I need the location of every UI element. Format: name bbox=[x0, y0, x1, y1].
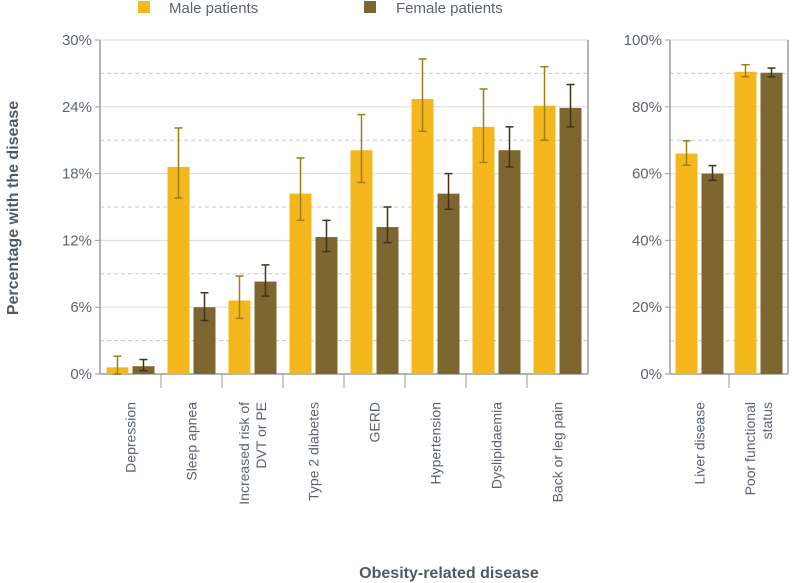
legend-female-swatch bbox=[364, 1, 376, 13]
bar-male bbox=[472, 126, 495, 374]
x-axis-title: Obesity-related disease bbox=[359, 565, 539, 582]
bar-female bbox=[254, 281, 277, 374]
x-category-label: Depression bbox=[123, 402, 139, 473]
bar-male bbox=[533, 105, 556, 374]
x-category-label: Sleep apnea bbox=[184, 402, 200, 481]
y-tick-label: 18% bbox=[62, 166, 92, 183]
x-category-label: Hypertension bbox=[428, 402, 444, 485]
x-category-label: Type 2 diabetes bbox=[306, 402, 322, 501]
bar-female bbox=[498, 150, 521, 374]
y-tick-label: 20% bbox=[632, 299, 662, 316]
chart-panel-left: 0% 6% 12% 18% 24% 30% Depression Sleep apnea Inc… bbox=[62, 32, 589, 505]
x-category-label: GERD bbox=[367, 402, 383, 442]
x-category-label: status bbox=[759, 402, 775, 439]
y-tick-label: 60% bbox=[632, 166, 662, 183]
bar-male bbox=[411, 99, 434, 375]
bar-female bbox=[701, 173, 724, 374]
chart-panel-right: 0% 20% 40% 60% 80% 100% Liver disease Poor func… bbox=[624, 32, 789, 495]
legend-female-label: Female patients bbox=[396, 0, 503, 17]
bar-female bbox=[315, 237, 338, 374]
y-axis-title: Percentage with the disease bbox=[5, 101, 22, 315]
x-category-label: Liver disease bbox=[692, 402, 708, 485]
x-category-label: Dyslipidaemia bbox=[489, 402, 505, 489]
y-tick-label: 30% bbox=[62, 32, 92, 49]
bar-female bbox=[193, 307, 216, 374]
x-category-label: Poor functional bbox=[742, 402, 758, 495]
bar-male bbox=[167, 166, 190, 374]
bar-female bbox=[559, 107, 582, 374]
bar-male bbox=[734, 71, 757, 374]
legend-male-swatch bbox=[138, 1, 150, 13]
bar-female bbox=[376, 227, 399, 374]
bar-female bbox=[760, 72, 783, 375]
legend-male-label: Male patients bbox=[169, 0, 258, 17]
x-category-label: Back or leg pain bbox=[550, 402, 566, 502]
x-category-label: Increased risk of bbox=[236, 402, 252, 505]
y-tick-label: 24% bbox=[62, 99, 92, 116]
x-category-label: DVT or PE bbox=[253, 402, 269, 469]
bar-male bbox=[675, 153, 698, 374]
y-tick-label: 0% bbox=[70, 366, 92, 383]
bar-male bbox=[350, 150, 373, 374]
y-tick-label: 100% bbox=[624, 32, 662, 49]
y-tick-label: 40% bbox=[632, 232, 662, 249]
bar-female bbox=[437, 193, 460, 374]
y-tick-label: 6% bbox=[70, 299, 92, 316]
y-tick-label: 80% bbox=[632, 99, 662, 116]
bar-male bbox=[228, 300, 251, 374]
y-tick-label: 0% bbox=[640, 366, 662, 383]
y-tick-label: 12% bbox=[62, 232, 92, 249]
bar-male bbox=[289, 193, 312, 374]
legend: Male patients Female patients bbox=[138, 0, 503, 17]
